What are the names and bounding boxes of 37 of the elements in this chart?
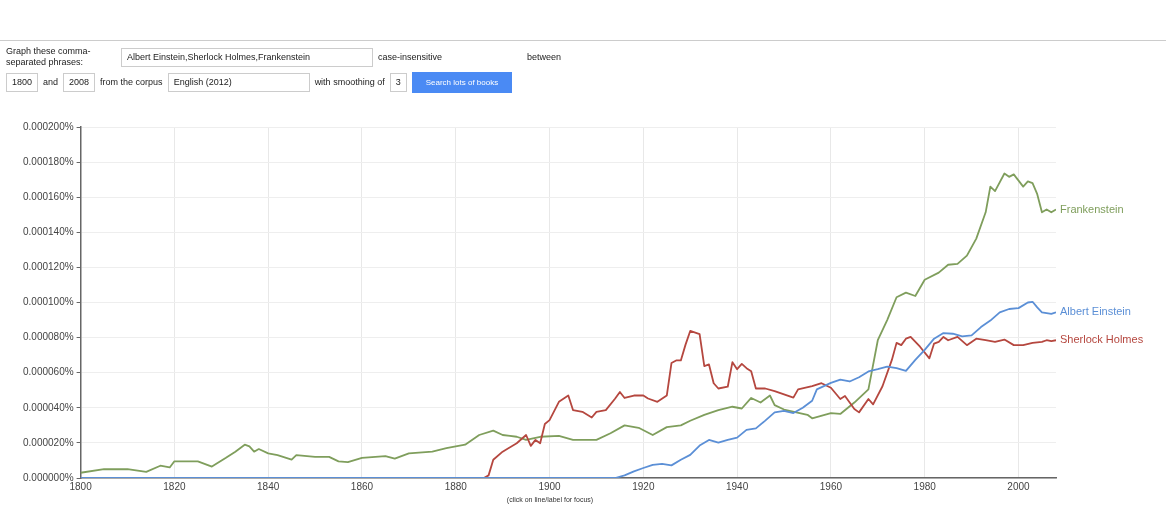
text: Albert Einstein,Sherlock Holmes,Frankenstein — [121, 47, 373, 67]
x-tick-label: 2000 — [1007, 480, 1031, 492]
y-tick-label: 0.000160% — [22, 190, 74, 202]
series-label: Sherlock Holmes — [1060, 333, 1144, 346]
x-tick-label: 1920 — [632, 480, 655, 492]
text: English (2012) — [167, 73, 310, 92]
text: Search lots of books — [411, 72, 513, 93]
y-tick-label: 0.000100% — [22, 296, 74, 308]
text: 1800 — [6, 73, 39, 92]
text: Graph these comma-separated phrases: — [6, 46, 92, 68]
y-tick-label: 0.000060% — [22, 366, 74, 378]
x-tick-label: 1860 — [350, 480, 374, 492]
x-tick-label: 1840 — [257, 480, 280, 492]
x-tick-label: 1820 — [163, 480, 186, 492]
y-tick-label: 0.000000% — [22, 471, 74, 483]
text: 3 — [389, 73, 407, 92]
y-tick-label: 0.000040% — [22, 401, 74, 413]
x-tick-label: 1880 — [444, 480, 468, 492]
x-tick-label: 1980 — [913, 480, 937, 492]
text: 2008 — [63, 73, 96, 92]
x-tick-label: 1940 — [725, 480, 749, 492]
text: and — [43, 77, 59, 88]
text: with smoothing of — [314, 77, 385, 88]
y-tick-label: 0.000120% — [22, 261, 74, 273]
y-tick-label: 0.000080% — [22, 331, 74, 343]
y-tick-label: 0.000140% — [22, 226, 74, 238]
x-tick-label: 1800 — [69, 480, 93, 492]
text: from the corpus — [100, 77, 163, 88]
x-tick-label: 1900 — [538, 480, 562, 492]
text: case-insensitive — [378, 51, 443, 63]
series-label: Albert Einstein — [1060, 305, 1131, 318]
x-tick-label: 1960 — [819, 480, 843, 492]
y-tick-label: 0.000200% — [22, 120, 74, 132]
y-tick-label: 0.000180% — [22, 155, 74, 167]
y-tick-label: 0.000020% — [22, 436, 74, 448]
series-label: Frankenstein — [1060, 202, 1124, 215]
text: between — [527, 51, 562, 63]
